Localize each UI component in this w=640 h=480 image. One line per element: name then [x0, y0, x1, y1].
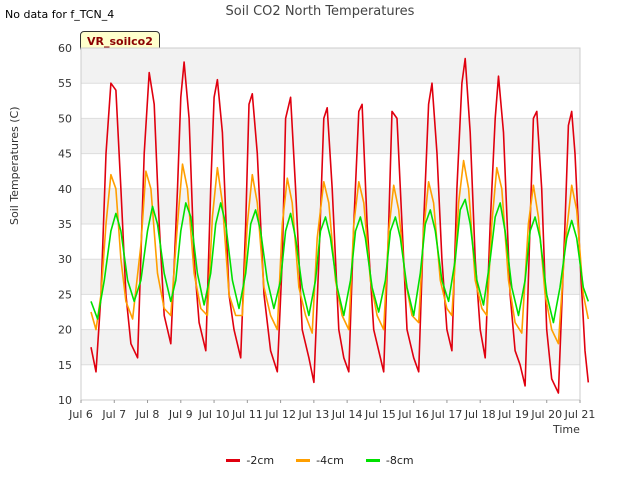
legend-swatch [226, 459, 241, 462]
y-tick-label: 10 [58, 394, 72, 407]
background-band [81, 259, 580, 295]
x-axis-label: Time [553, 423, 580, 436]
x-tick-label: Jul 18 [464, 408, 496, 421]
y-tick-label: 50 [58, 112, 72, 125]
series-line--4cm [90, 159, 590, 345]
legend-item: -8cm [365, 454, 414, 467]
x-tick-label: Jul 6 [68, 408, 93, 421]
y-tick-label: 20 [58, 324, 72, 337]
y-tick-label: 45 [58, 148, 72, 161]
y-tick-label: 35 [58, 218, 72, 231]
x-tick-label: Jul 21 [564, 408, 596, 421]
y-tick-label: 55 [58, 77, 72, 90]
legend-item: -4cm [296, 454, 344, 467]
x-tick-label: Jul 9 [168, 408, 193, 421]
x-tick-label: Jul 15 [364, 408, 396, 421]
legend-label: -2cm [246, 454, 275, 467]
x-tick-label: Jul 19 [497, 408, 529, 421]
series-group [90, 57, 590, 394]
legend-label: -8cm [385, 454, 414, 467]
legend-swatch [365, 459, 380, 462]
x-tick-label: Jul 12 [264, 408, 296, 421]
y-tick-label: 30 [58, 253, 72, 266]
x-tick-label: Jul 20 [530, 408, 562, 421]
background-band [81, 48, 580, 84]
series-line--2cm [90, 57, 590, 394]
x-tick-label: Jul 17 [431, 408, 463, 421]
background-bands [81, 48, 580, 365]
legend-label: -4cm [316, 454, 344, 467]
no-data-note: No data for f_TCN_4 [5, 8, 115, 21]
legend-item: -2cm [226, 454, 274, 467]
x-tick-labels: Jul 6 Jul 7 Jul 8 Jul 9 Jul 10 Jul 11 Jul 12 Ju… [68, 400, 595, 421]
x-tick-label: Jul 13 [297, 408, 329, 421]
plot-frame [80, 47, 581, 401]
legend-swatch [296, 459, 311, 462]
y-tick-labels: 10 15 20 25 30 35 40 45 50 55 60 [58, 42, 72, 407]
series-line--8cm [90, 198, 590, 324]
legend: -2cm -4cm -8cm [0, 454, 640, 467]
background-band [81, 118, 580, 154]
chart-title: Soil CO2 North Temperatures [225, 4, 415, 19]
y-tick-label: 25 [58, 288, 72, 301]
background-band [81, 329, 580, 365]
y-tick-label: 60 [58, 42, 72, 55]
site-badge: VR_soilco2 [80, 31, 160, 52]
x-tick-label: Jul 8 [135, 408, 160, 421]
x-tick-label: Jul 14 [331, 408, 363, 421]
y-tick-label: 15 [58, 359, 72, 372]
x-tick-label: Jul 10 [198, 408, 230, 421]
x-tick-label: Jul 16 [397, 408, 429, 421]
x-tick-label: Jul 11 [231, 408, 263, 421]
x-tick-label: Jul 7 [101, 408, 126, 421]
y-tick-label: 40 [58, 183, 72, 196]
